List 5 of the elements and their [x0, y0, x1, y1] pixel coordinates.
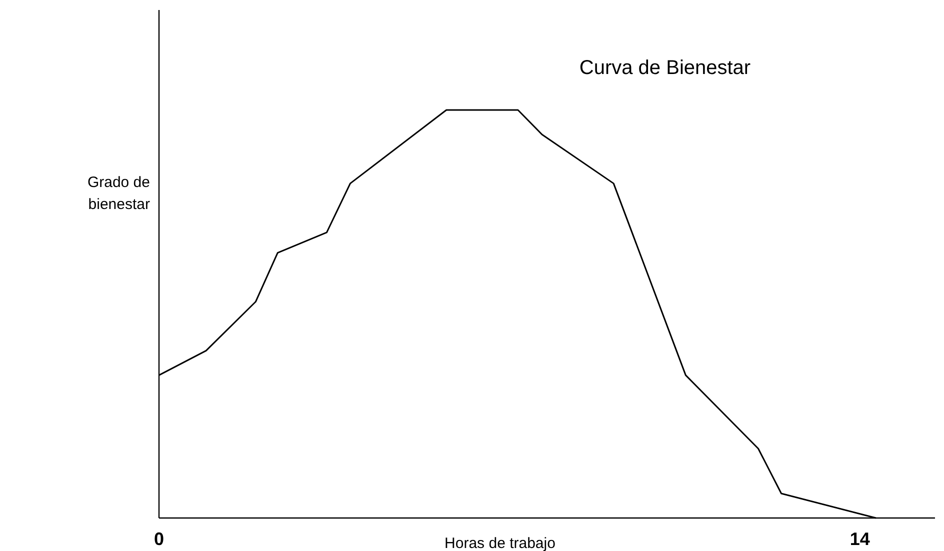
x-tick-label: 0	[154, 528, 164, 549]
x-axis-title: Horas de trabajo	[444, 535, 556, 551]
y-axis-title: Grado de bienestar	[87, 174, 150, 213]
chart-title: Curva de Bienestar	[579, 57, 751, 79]
x-tick-label: 14	[850, 528, 870, 549]
